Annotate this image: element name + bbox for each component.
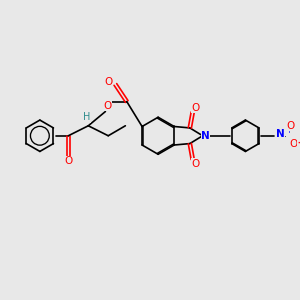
Text: N: N <box>201 131 210 141</box>
Text: O: O <box>64 156 73 167</box>
Text: O: O <box>104 76 112 87</box>
Text: N: N <box>276 129 285 139</box>
Text: -: - <box>297 138 300 148</box>
Text: +: + <box>285 126 292 135</box>
Text: O: O <box>103 101 112 111</box>
Text: O: O <box>287 121 295 131</box>
Text: O: O <box>191 158 200 169</box>
Text: O: O <box>290 139 298 149</box>
Text: H: H <box>83 112 91 122</box>
Text: O: O <box>191 103 200 113</box>
